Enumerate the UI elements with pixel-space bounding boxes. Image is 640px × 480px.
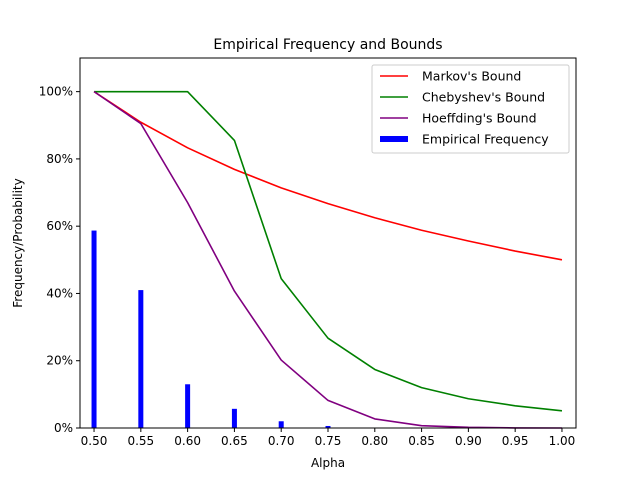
x-tick-label: 0.65 — [221, 434, 248, 448]
legend: Markov's Bound Chebyshev's Bound Hoeffding… — [371, 64, 570, 154]
empirical-frequency-bar — [91, 230, 97, 428]
y-tick-label: 40% — [46, 286, 73, 300]
x-tick-label: 0.80 — [361, 434, 388, 448]
y-tick-label: 60% — [46, 219, 73, 233]
y-tick-label: 20% — [46, 354, 73, 368]
empirical-frequency-bar — [185, 384, 191, 428]
x-tick-label: 0.75 — [315, 434, 342, 448]
y-tick-label: 100% — [39, 85, 73, 99]
x-tick-label: 0.90 — [455, 434, 482, 448]
x-tick-label: 0.85 — [408, 434, 435, 448]
x-tick-label: 0.50 — [81, 434, 108, 448]
empirical-frequency-bar — [138, 290, 144, 428]
series-line-2 — [94, 90, 563, 412]
y-axis-label: Frequency/Probability — [11, 178, 25, 307]
y-tick-label: 0% — [54, 421, 73, 435]
empirical-frequency-bar — [231, 408, 237, 428]
legend-label: Chebyshev's Bound — [422, 90, 545, 105]
x-tick-label: 0.60 — [174, 434, 201, 448]
x-axis-label: Alpha — [311, 456, 345, 470]
x-tick-label: 0.95 — [502, 434, 529, 448]
legend-frame — [371, 64, 570, 154]
x-tick-label: 1.00 — [549, 434, 576, 448]
y-axis-ticks: 0% 20% 40% 60% 80% 100% — [39, 85, 80, 435]
series-line-1 — [93, 90, 563, 261]
x-tick-label: 0.55 — [127, 434, 154, 448]
y-tick-label: 80% — [46, 152, 73, 166]
x-tick-label: 0.70 — [268, 434, 295, 448]
empirical-frequency-bar — [278, 421, 284, 428]
legend-label: Empirical Frequency — [422, 132, 549, 147]
legend-label: Hoeffding's Bound — [422, 111, 537, 126]
legend-swatch — [380, 136, 408, 142]
bar-layer — [91, 230, 331, 428]
x-axis-ticks: 0.50 0.55 0.60 0.65 0.70 0.75 0.80 0.85 0.90 0.95… — [81, 428, 576, 448]
empirical-frequency-bar — [325, 425, 331, 428]
legend-label: Markov's Bound — [422, 69, 521, 84]
chart-title: Empirical Frequency and Bounds — [213, 37, 442, 53]
